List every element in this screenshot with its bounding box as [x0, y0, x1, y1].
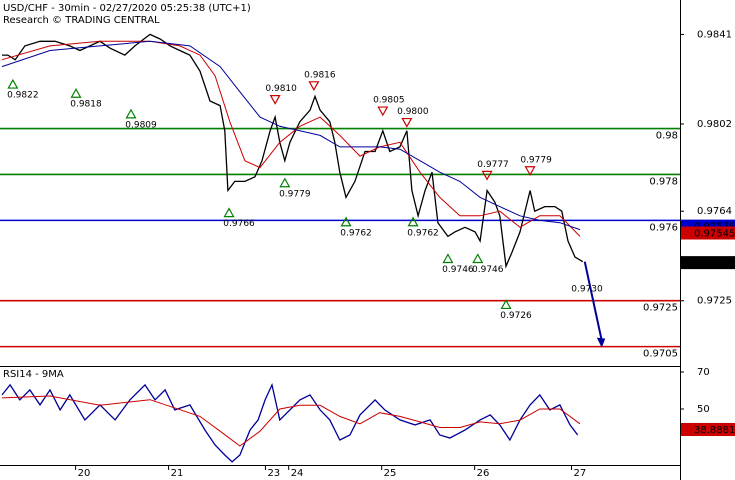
chart-subtitle: Research © TRADING CENTRAL	[3, 15, 160, 26]
pivot-low-marker	[70, 88, 82, 98]
price-tag	[681, 226, 735, 240]
pivot-label: 0.9779	[520, 155, 552, 165]
pivot-label: 0.9726	[500, 311, 532, 321]
pivot-low-marker	[340, 216, 352, 227]
level-label: 0.9705	[643, 349, 678, 360]
pivot-label: 0.9762	[407, 228, 439, 238]
pivot-low-marker	[442, 253, 454, 264]
x-tick-label: 20	[78, 468, 91, 479]
price-tag-label: 0.97416	[694, 258, 735, 269]
forecast-arrow	[583, 261, 603, 341]
pivot-high-marker	[524, 166, 536, 176]
pivot-label: 0.9746	[472, 265, 504, 275]
price-tag	[681, 423, 735, 437]
x-tick-label: 27	[574, 468, 587, 479]
pivot-high-marker	[269, 94, 281, 105]
pivot-high-marker	[308, 81, 320, 92]
price-line	[1, 382, 579, 463]
y-tick-label: 0.9725	[697, 296, 732, 307]
x-tick-label: 25	[384, 468, 397, 479]
pivot-label: 0.9777	[477, 160, 509, 170]
price-tag-label: 0.97545	[694, 229, 735, 240]
forecast-arrow-head	[596, 337, 606, 348]
pivot-low-marker	[279, 177, 291, 188]
pivot-label: 0.9809	[125, 120, 157, 130]
y-tick-label: 0.9802	[697, 119, 732, 130]
level-label: 0.978	[649, 176, 678, 187]
pivot-high-marker	[401, 117, 413, 128]
level-label: 0.98	[656, 131, 678, 142]
level-label: 0.9725	[643, 303, 678, 314]
pivot-high-marker	[481, 170, 493, 181]
pivot-label: 0.9762	[340, 228, 372, 238]
pivot-label: 0.9805	[373, 96, 405, 106]
pivot-label: 0.9800	[397, 107, 429, 117]
pivot-label: 0.9816	[304, 70, 336, 80]
pivot-high-marker	[377, 106, 389, 117]
plot: 0.9841 0.9802 0.9764 0.9725 0.98 0.978 0.976 0.…	[0, 29, 735, 479]
pivot-low-marker	[500, 299, 512, 310]
pivot-label: 0.9810	[265, 84, 297, 94]
y-tick-label: 70	[697, 367, 710, 378]
y-tick-label: 0.9764	[697, 206, 732, 217]
indicator-line	[1, 40, 581, 237]
rsi-title: RSI14 - 9MA	[3, 369, 64, 380]
pivot-low-marker	[223, 207, 235, 218]
pivot-low-marker	[407, 216, 419, 227]
pivot-low-marker	[472, 253, 484, 264]
indicator-line	[1, 40, 581, 231]
pivot-label: 0.9818	[70, 100, 102, 110]
pivot-label: 0.9746	[442, 265, 474, 275]
level-label: 0.976	[649, 222, 678, 233]
x-tick-label: 23	[267, 468, 280, 479]
target-label: 0.9730	[571, 285, 603, 295]
y-tick-label: 50	[697, 404, 710, 415]
x-tick-label: 26	[477, 468, 490, 479]
pivot-label: 0.9766	[223, 219, 255, 229]
y-tick-label: 0.9841	[697, 29, 732, 40]
indicator-line	[1, 395, 581, 447]
x-tick-label: 24	[291, 468, 304, 479]
pivot-low-marker	[7, 78, 19, 89]
chart-title: USD/CHF - 30min - 02/27/2020 05:25:38 (U…	[3, 3, 251, 14]
pivot-label: 0.9779	[279, 189, 311, 199]
price-tag	[681, 256, 735, 270]
pivot-low-marker	[125, 108, 137, 119]
pivot-label: 0.9822	[7, 91, 39, 101]
price-line	[2, 33, 584, 269]
price-tag-label: 38.8881	[694, 425, 735, 436]
x-tick-label: 21	[171, 468, 184, 479]
